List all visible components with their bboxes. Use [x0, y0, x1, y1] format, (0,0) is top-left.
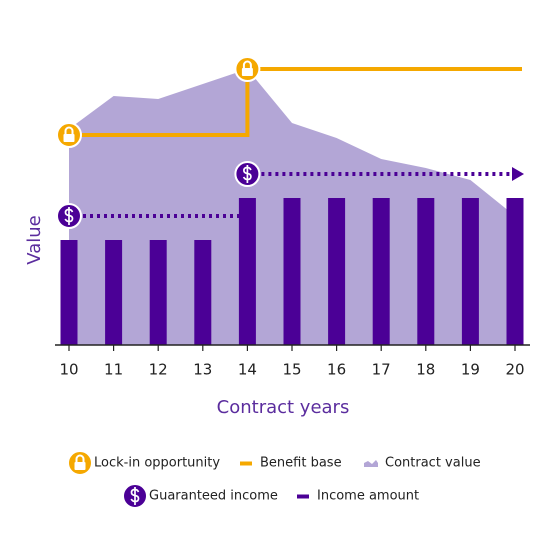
x-tick-label: 19 [461, 361, 480, 379]
legend-label: Contract value [385, 456, 481, 471]
dollar-sign [130, 487, 140, 505]
income-bar [149, 240, 167, 345]
lock-body [74, 462, 86, 470]
lock-in-marker [56, 122, 82, 148]
x-tick-label: 15 [282, 361, 301, 379]
income-bar [60, 240, 78, 345]
lock-body [241, 68, 253, 76]
guaranteed-income-line [69, 172, 515, 218]
y-axis-title: Value [24, 215, 45, 264]
legend-label: Lock-in opportunity [94, 456, 220, 471]
income-bar [417, 198, 435, 345]
x-tick-label: 13 [193, 361, 212, 379]
dollar-sign [242, 165, 252, 183]
lock-shackle [75, 454, 85, 462]
x-tick-label: 11 [104, 361, 123, 379]
income-bar [238, 198, 256, 345]
guaranteed-income-marker [234, 161, 261, 187]
x-tick-label: 18 [416, 361, 435, 379]
legend-item: Income amount [297, 489, 419, 504]
x-tick-label: 17 [372, 361, 391, 379]
x-tick-label: 12 [149, 361, 168, 379]
legend-item: Lock-in opportunity [67, 450, 220, 476]
arrowhead [512, 167, 524, 181]
x-tick-label: 14 [238, 361, 257, 379]
benefit-base-line [69, 67, 522, 137]
legend-item: Guaranteed income [122, 483, 278, 509]
legend-icon [240, 461, 252, 466]
legend-icon [297, 494, 309, 499]
legend-label: Guaranteed income [149, 489, 278, 504]
guaranteed-income-marker [56, 203, 82, 229]
income-bar [372, 198, 390, 345]
lock-shackle [64, 126, 74, 134]
x-tick-label: 10 [59, 361, 78, 379]
legend-icon [122, 483, 148, 509]
x-tick-label: 20 [505, 361, 524, 379]
legend-item: Contract value [364, 456, 481, 471]
legend-icon [364, 460, 378, 467]
legend-label: Benefit base [260, 456, 342, 471]
income-bar [283, 198, 301, 345]
legend-label: Income amount [317, 489, 419, 504]
legend-item: Benefit base [240, 456, 342, 471]
income-bar [105, 240, 123, 345]
income-bar [461, 198, 479, 345]
dollar-sign [64, 207, 74, 225]
x-tick-label: 16 [327, 361, 346, 379]
legend-icon [67, 450, 93, 476]
x-axis-title: Contract years [217, 397, 350, 418]
income-bar [194, 240, 212, 345]
income-bar [506, 198, 524, 345]
lock-body [63, 134, 75, 142]
lock-in-marker [234, 56, 261, 82]
income-bar [328, 198, 346, 345]
lock-shackle [242, 60, 252, 68]
